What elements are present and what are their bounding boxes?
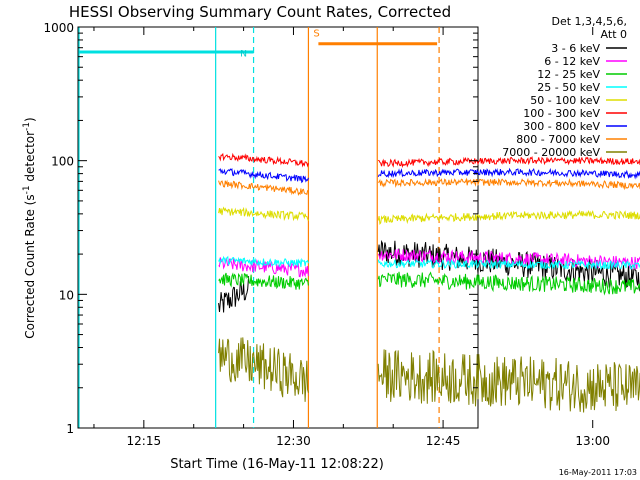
series-25-50-kev — [218, 255, 640, 271]
legend-label-1: 6 - 12 keV — [544, 55, 600, 68]
series-line-2-0 — [218, 272, 309, 290]
legend-label-4: 50 - 100 keV — [530, 94, 600, 107]
series-line-5-0 — [218, 152, 309, 168]
legend-label-6: 300 - 800 keV — [523, 120, 600, 133]
series-line-3-1 — [377, 258, 640, 271]
plot-frame — [77, 26, 479, 429]
series-line-3-0 — [218, 255, 309, 268]
series-50-100-kev — [218, 206, 640, 225]
y-tick-label-0: 1 — [66, 422, 74, 436]
x-tick-label-3: 13:00 — [575, 434, 610, 448]
series-7000-20000-kev — [218, 337, 640, 413]
legend-header-line-1: Det 1,3,4,5,6, — [551, 15, 627, 28]
legend-label-3: 25 - 50 keV — [537, 81, 600, 94]
observing-annotations: NS — [78, 27, 440, 428]
series-100-300-kev — [218, 152, 640, 169]
legend-label-2: 12 - 25 keV — [537, 68, 600, 81]
saa-label: S — [313, 28, 319, 39]
series-line-6-1 — [377, 167, 640, 180]
y-tick-label-3: 1000 — [43, 21, 74, 35]
series-line-6-0 — [218, 167, 309, 184]
series-line-4-1 — [377, 209, 640, 225]
axis-ticks: 12:1512:3012:4513:0013:1513:3013:4511010… — [43, 21, 610, 448]
series-300-800-kev — [218, 167, 640, 184]
y-tick-label-2: 100 — [51, 155, 74, 169]
series-line-4-0 — [218, 206, 309, 222]
chart-title: HESSI Observing Summary Count Rates, Cor… — [69, 3, 451, 21]
series-line-7-0 — [218, 179, 309, 196]
series-line-8-1 — [377, 349, 640, 413]
series-12-25-kev — [218, 271, 640, 296]
y-tick-label-1: 10 — [59, 288, 74, 302]
legend-label-8: 7000 - 20000 keV — [502, 146, 600, 159]
y-axis-label-end: ) — [23, 117, 37, 122]
legend-label-5: 100 - 300 keV — [523, 107, 600, 120]
series-line-0-1 — [377, 239, 640, 292]
x-tick-label-0: 12:15 — [127, 434, 162, 448]
x-axis-label: Start Time (16-May-11 12:08:22) — [170, 457, 384, 472]
plot-area — [77, 26, 479, 429]
date-stamp: 16-May-2011 17:03 — [559, 468, 637, 477]
series-line-1-1 — [377, 248, 640, 270]
night-label: N — [240, 50, 247, 60]
series-line-2-1 — [377, 271, 640, 296]
series-800-7000-kev — [218, 177, 640, 196]
legend-label-7: 800 - 7000 keV — [516, 133, 600, 146]
y-axis-label: Corrected Count Rate (s-1 detector-1) — [22, 117, 37, 338]
series-line-5-1 — [378, 155, 640, 169]
series-layer — [218, 152, 640, 413]
legend-header-line-2: Att 0 — [601, 28, 627, 41]
y-axis-label-main: Corrected Count Rate (s — [23, 194, 37, 338]
series-line-8-0 — [218, 337, 309, 402]
series-line-7-1 — [377, 177, 640, 191]
y-axis-label-sup2: -1 — [22, 122, 32, 131]
legend-label-0: 3 - 6 keV — [551, 42, 600, 55]
x-tick-label-1: 12:30 — [276, 434, 311, 448]
x-tick-label-2: 12:45 — [426, 434, 461, 448]
y-axis-label-mid: detector — [23, 131, 37, 186]
y-axis-label-sup1: -1 — [22, 185, 32, 194]
